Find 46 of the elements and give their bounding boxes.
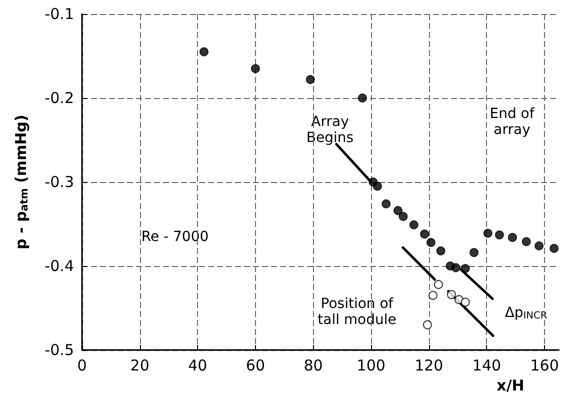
x-tick-label: 120 — [414, 356, 444, 374]
point — [436, 246, 446, 256]
x-tick-label: 40 — [188, 356, 208, 374]
x-tick-label: 100 — [356, 356, 386, 374]
y-tick-label: -0.4 — [44, 257, 74, 275]
point — [422, 320, 432, 330]
point — [409, 220, 418, 230]
point — [426, 238, 436, 247]
x-tick-label: 140 — [472, 356, 502, 374]
y-tick-label: -0.5 — [44, 341, 74, 359]
point — [483, 228, 492, 238]
point — [460, 298, 470, 307]
point — [200, 47, 208, 56]
point — [508, 232, 517, 242]
x-tick-label: 60 — [246, 356, 265, 374]
point — [494, 230, 504, 240]
point — [451, 263, 460, 272]
y-tick-label: -0.2 — [44, 89, 74, 107]
y-tick-label: -0.1 — [44, 5, 74, 23]
annotation: Position of tall module — [318, 296, 396, 328]
point — [534, 241, 544, 250]
x-axis-title: x/H — [496, 376, 524, 394]
point — [434, 280, 443, 289]
point — [398, 212, 408, 221]
point — [446, 290, 456, 300]
point — [460, 264, 470, 274]
point — [382, 199, 391, 208]
point — [428, 290, 438, 300]
x-tick-label: 80 — [304, 356, 323, 374]
x-tick-label: 160 — [530, 356, 559, 374]
point — [372, 182, 382, 191]
point — [250, 64, 260, 74]
annotation: Re - 7000 — [141, 229, 209, 245]
x-tick-label: 20 — [130, 356, 150, 374]
point — [393, 206, 402, 216]
y-tick-label: -0.3 — [44, 173, 74, 191]
annotation: Array Begins — [306, 114, 354, 146]
annotation: End of array — [490, 106, 536, 138]
point — [420, 230, 430, 239]
point — [358, 94, 367, 102]
point — [306, 75, 315, 84]
y-axis-title: p - patm (mmHg) — [12, 114, 30, 250]
x-tick-label: 0 — [77, 356, 87, 374]
point — [550, 244, 559, 253]
point — [470, 248, 479, 258]
point — [522, 237, 531, 246]
